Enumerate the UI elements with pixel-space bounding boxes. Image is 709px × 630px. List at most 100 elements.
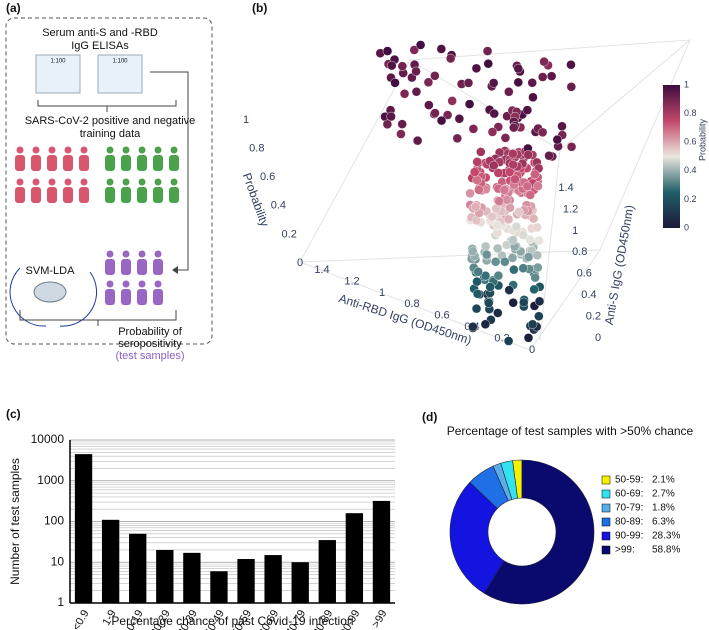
panel-label: (d) — [422, 410, 437, 424]
point-cloud — [487, 127, 498, 137]
point-cloud — [513, 63, 523, 74]
point-cloud — [465, 188, 475, 199]
dilution: 1:100 — [50, 59, 66, 65]
point-cloud — [409, 45, 419, 55]
person-icon — [47, 155, 57, 171]
point-cloud — [399, 89, 410, 99]
point-cloud — [490, 257, 501, 267]
point-cloud — [566, 142, 577, 152]
y-axis-label: Anti-S IgG (OD450nm) — [602, 204, 637, 326]
legend-swatch — [601, 475, 611, 485]
point-cloud — [463, 78, 474, 88]
legend-swatch — [601, 517, 611, 527]
person-icon — [79, 187, 89, 203]
point-cloud — [382, 119, 393, 129]
point-cloud — [468, 124, 479, 134]
point-cloud — [537, 72, 548, 82]
person-icon — [170, 178, 178, 186]
bracket — [37, 100, 177, 112]
dilution: 1:100 — [112, 59, 128, 65]
point-cloud — [504, 87, 514, 97]
person-icon — [154, 178, 162, 186]
y-tick-label: 0.8 — [572, 246, 587, 258]
point-cloud — [474, 185, 484, 195]
point-cloud — [447, 96, 457, 106]
point-cloud — [511, 222, 522, 232]
person-icon — [48, 146, 56, 154]
point-cloud — [471, 303, 482, 314]
point-cloud — [533, 181, 543, 191]
point-cloud — [390, 78, 400, 88]
person-icon — [138, 280, 146, 288]
person-icon — [121, 259, 131, 275]
person-icon — [121, 289, 131, 305]
bar — [237, 559, 255, 603]
legend-label: 80-89: — [615, 517, 643, 528]
bar — [318, 540, 336, 603]
x-tick-label: 0 — [529, 344, 535, 356]
person-icon — [64, 146, 72, 154]
point-cloud — [514, 207, 524, 217]
point-cloud — [503, 336, 514, 346]
point-cloud — [430, 71, 440, 81]
legend-value: 58.8% — [652, 545, 680, 556]
point-cloud — [452, 133, 463, 144]
point-cloud — [472, 157, 482, 167]
bar — [74, 454, 93, 603]
point-cloud — [534, 296, 545, 307]
person-icon — [79, 155, 89, 171]
y-tick-label: 1000 — [37, 473, 64, 487]
person-icon — [16, 146, 24, 154]
person-icon — [63, 155, 73, 171]
point-cloud — [523, 333, 534, 343]
person-icon — [106, 280, 114, 288]
output-text: seropositivity — [118, 338, 182, 350]
point-cloud — [415, 40, 426, 50]
brain — [33, 281, 67, 303]
point-cloud — [508, 159, 518, 170]
bar — [291, 562, 309, 603]
person-icon — [153, 289, 163, 305]
x-tick-label: >99 — [370, 608, 390, 630]
person-icon — [138, 146, 146, 154]
point-cloud — [423, 77, 434, 87]
colorbar-tick: 0.8 — [684, 108, 697, 118]
point-cloud — [470, 202, 481, 212]
colorbar-tick: 0.2 — [684, 194, 697, 204]
point-cloud — [508, 235, 518, 245]
box-grid — [299, 39, 691, 351]
bar — [210, 571, 228, 603]
colorbar-tick: 1 — [684, 79, 689, 89]
person-icon — [122, 280, 130, 288]
person-icon — [31, 187, 41, 203]
panel-label: (b) — [252, 1, 267, 15]
point-cloud — [472, 289, 483, 299]
point-cloud — [476, 147, 486, 157]
point-cloud — [471, 63, 482, 74]
legend-label: 70-79: — [615, 503, 643, 514]
step-text: SARS-CoV-2 positive and negative — [25, 115, 196, 127]
point-cloud — [468, 322, 478, 332]
person-icon — [138, 178, 146, 186]
point-cloud — [523, 252, 534, 262]
person-icon — [47, 187, 57, 203]
person-icon — [121, 187, 131, 203]
point-cloud — [487, 212, 497, 222]
point-cloud — [566, 82, 577, 92]
point-cloud — [492, 243, 503, 254]
y-tick-label: 100 — [44, 514, 64, 528]
point-cloud — [499, 185, 510, 195]
model: SVM-LDA — [26, 265, 76, 277]
point-cloud — [527, 78, 537, 88]
point-cloud — [436, 44, 447, 54]
point-cloud — [557, 121, 567, 131]
point-cloud — [513, 77, 523, 88]
point-cloud — [525, 234, 535, 245]
colorbar-label: Probability — [697, 118, 707, 161]
x-tick-label: 1.4 — [314, 264, 329, 276]
step-text: IgG ELISAs — [71, 40, 129, 52]
point-cloud — [464, 99, 475, 109]
person-icon — [105, 155, 115, 171]
person-icon — [122, 146, 130, 154]
